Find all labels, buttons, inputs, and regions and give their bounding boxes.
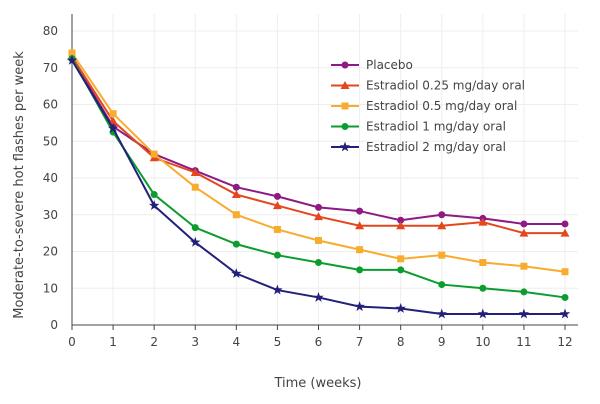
data-point: [272, 201, 282, 210]
data-point: [559, 308, 571, 319]
data-point: [395, 303, 406, 313]
data-point: [396, 221, 406, 230]
data-point: [231, 268, 242, 278]
data-point: [107, 122, 119, 133]
data-point: [273, 225, 281, 233]
legend-label: Estradiol 0.5 mg/day oral: [366, 99, 517, 113]
data-point: [438, 211, 446, 219]
data-point: [518, 308, 530, 319]
legend-label: Estradiol 1 mg/day oral: [366, 120, 506, 134]
data-point: [272, 284, 283, 295]
x-tick-label: 4: [233, 335, 241, 349]
data-point: [356, 246, 364, 254]
legend-label: Estradiol 0.25 mg/day oral: [366, 79, 525, 93]
data-point: [356, 266, 364, 274]
y-tick-label: 20: [43, 245, 58, 259]
data-point: [148, 200, 160, 210]
data-point: [315, 259, 322, 267]
y-tick-label: 40: [43, 171, 58, 185]
data-point: [561, 293, 569, 301]
x-tick-label: 3: [191, 335, 199, 349]
data-point: [273, 192, 281, 200]
y-tick-label: 60: [43, 98, 58, 112]
data-point: [520, 288, 528, 296]
data-point: [437, 221, 447, 230]
data-point: [519, 228, 529, 237]
data-point: [397, 255, 405, 263]
data-point: [560, 228, 570, 237]
data-point: [109, 110, 117, 118]
data-point: [438, 281, 446, 289]
x-tick-label: 0: [68, 335, 76, 349]
x-tick-label: 2: [150, 335, 158, 349]
x-tick-label: 6: [315, 335, 323, 349]
x-tick-label: 10: [475, 335, 490, 349]
y-tick-label: 0: [50, 318, 58, 332]
data-point: [190, 167, 200, 176]
series-4: [66, 54, 571, 319]
data-point: [477, 308, 489, 319]
data-point: [150, 150, 158, 158]
legend-marker: [341, 123, 349, 130]
data-point: [354, 301, 365, 312]
series-1: [67, 52, 570, 237]
data-point: [315, 236, 322, 244]
data-point: [191, 183, 199, 191]
x-tick-label: 12: [557, 335, 572, 349]
data-point: [313, 291, 324, 302]
data-point: [232, 240, 240, 248]
data-point: [561, 268, 569, 276]
x-tick-label: 1: [109, 335, 117, 349]
data-point: [232, 211, 240, 219]
x-tick-label: 9: [438, 335, 446, 349]
series-2: [68, 49, 569, 276]
data-point: [520, 262, 528, 270]
legend-label: Placebo: [366, 58, 413, 72]
data-point: [190, 236, 201, 247]
data-point: [520, 220, 528, 228]
data-point: [150, 191, 158, 199]
data-point: [232, 183, 240, 191]
legend-label: Estradiol 2 mg/day oral: [366, 140, 506, 154]
legend-marker: [339, 141, 351, 152]
data-point: [108, 116, 118, 125]
x-tick-label: 5: [274, 335, 282, 349]
x-tick-label: 11: [516, 335, 531, 349]
data-point: [438, 251, 446, 259]
data-point: [191, 224, 199, 232]
data-point: [231, 190, 241, 199]
data-point: [355, 221, 365, 230]
data-point: [356, 207, 364, 215]
legend-marker: [341, 102, 349, 110]
data-point: [479, 259, 487, 267]
y-tick-label: 30: [43, 208, 58, 222]
legend-marker: [340, 81, 350, 89]
x-tick-label: 8: [397, 335, 405, 349]
y-tick-label: 70: [43, 61, 58, 75]
data-point: [436, 308, 447, 319]
data-point: [68, 49, 76, 57]
data-point: [314, 212, 323, 221]
legend-marker: [341, 61, 349, 69]
data-point: [478, 217, 488, 226]
y-axis-label: Moderate-to-severe hot flashes per week: [12, 51, 27, 319]
data-point: [397, 216, 405, 224]
legend: Placebo Estradiol 0.25 mg/day oral Estradi…: [331, 58, 525, 154]
x-tick-label: 7: [356, 335, 364, 349]
data-point: [273, 251, 281, 259]
data-point: [561, 220, 569, 228]
data-point: [479, 284, 487, 292]
data-point: [66, 54, 78, 65]
y-tick-label: 50: [43, 134, 58, 148]
y-tick-label: 80: [43, 24, 58, 38]
series-3: [68, 55, 569, 301]
data-point: [315, 203, 322, 211]
y-tick-label: 10: [43, 281, 58, 295]
x-axis-label: Time (weeks): [273, 376, 361, 391]
data-point: [397, 266, 405, 274]
